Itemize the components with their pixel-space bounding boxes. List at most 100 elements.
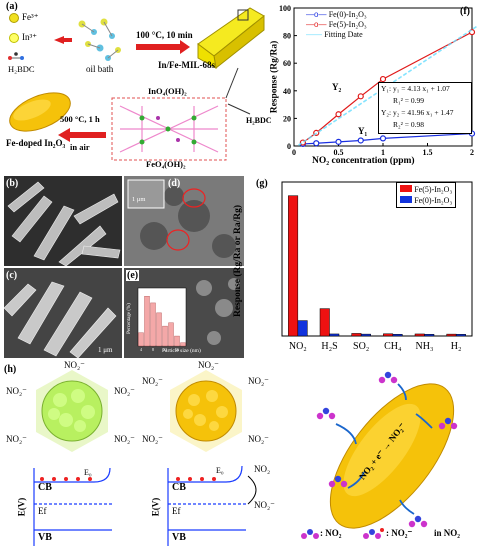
panel-a: (a) Fe³⁺ In³⁺ H₂BDC oil bath 100 °C, 10 … [2, 1, 272, 170]
h2bdc-label: H₂BDC [246, 116, 272, 125]
legend-no2-icon [301, 529, 319, 539]
mof-label: In/Fe-MIL-68s [158, 60, 215, 70]
bar-1 [455, 334, 466, 337]
legend-item-fe0: —o— Fe(0)-In₂O₃ [306, 10, 367, 19]
bdc-pointer-line [227, 103, 251, 115]
no2minus-label-10: NO₂⁻ [248, 434, 269, 444]
bar-0 [383, 333, 394, 337]
vb-label-left: VB [38, 532, 52, 543]
equation-y2: Y₂: y₂ = 41.96 x₁ + 1.47 [381, 108, 454, 117]
r-squared-1: R₁² = 0.99 [393, 96, 424, 105]
panel-g: NO₂ H₂S SO₂ CH₄ NH₃ H₂ (g) Response (Rg/Ra or… [233, 176, 479, 362]
bar-1 [360, 333, 371, 337]
vb-label-middle: VB [172, 532, 186, 543]
crystal-nodes-icon [139, 115, 197, 145]
histogram-bar [138, 332, 144, 347]
panel-e-label: (e) [126, 270, 140, 281]
data-point [379, 135, 387, 142]
x-tick-label: 2 [470, 148, 474, 157]
ef-label-middle: Ef [172, 506, 181, 516]
scale-bar-d: 1 μm [132, 196, 146, 203]
highlight-circle-2 [166, 229, 190, 251]
panel-d-label: (d) [168, 178, 181, 189]
panel-c-label: (c) [6, 270, 18, 281]
x-tick-label: 0 [292, 148, 296, 157]
r-squared-2: R₂² = 0.98 [393, 120, 424, 129]
category-label: H₂S [321, 341, 337, 352]
no2minus-label-3: NO₂⁻ [114, 386, 135, 396]
chart-f-ylabel: Response (Rg/Ra) [269, 40, 280, 114]
sem-b-rods [4, 176, 122, 266]
y-tick-label: 100 [279, 4, 291, 13]
panel-b-sem-image: (b) [4, 176, 122, 266]
step2-condition-air: in air [70, 142, 90, 152]
y-tick-label: 20 [283, 114, 291, 123]
chart-g-frame [281, 181, 473, 337]
bar-0 [446, 333, 457, 337]
highlight-circle-1 [182, 188, 206, 208]
histogram-bar [168, 322, 174, 347]
scale-bar-c: 1 μm [98, 346, 113, 354]
panel-b-label: (b) [6, 178, 19, 189]
panel-a-svg [8, 7, 265, 161]
legend-item-g-fe0: Fe(0)-In₂O₃ [400, 195, 452, 206]
histogram-bar [150, 302, 156, 347]
equation-box: Y₁: y₁ = 4.13 x₁ + 1.07 R₁² = 0.99 Y₂: y… [378, 82, 472, 134]
bar-1 [392, 334, 403, 337]
histogram-bar [174, 335, 180, 347]
data-point [357, 93, 364, 100]
cb-label-middle: CB [172, 482, 186, 493]
step2-condition-temp: 500 °C, 1 h [60, 114, 100, 124]
fe-ion-dot [9, 13, 19, 23]
e0-label-left: E₀ [84, 468, 92, 477]
histogram-bar [180, 342, 186, 347]
flow-arrows [335, 383, 433, 515]
panel-d-tem-image: (d) 1 μm [124, 176, 244, 266]
chart-g-svg: NO₂ H₂S SO₂ CH₄ NH₃ H₂ [281, 181, 473, 352]
category-label: NH₃ [416, 341, 434, 352]
no2minus-label-7: NO₂⁻ [198, 360, 219, 370]
no2minus-label-5: NO₂⁻ [114, 434, 135, 444]
arrow-to-mof [136, 40, 190, 54]
ef-label-left: Ef [38, 506, 47, 516]
arrow-to-product [58, 128, 106, 142]
annotation-y2: Y₂ [332, 82, 342, 92]
y-tick-label: 60 [283, 59, 291, 68]
equation-y1: Y₁: y₁ = 4.13 x₁ + 1.07 [381, 84, 450, 93]
y-tick-label: 0 [287, 142, 291, 151]
histogram-tick-label: 4 [140, 347, 142, 352]
e0-label-middle: E₀ [216, 466, 224, 475]
histogram-e-svg: 4 8 12 16 [124, 268, 244, 358]
bdc-molecule-icon [8, 52, 24, 60]
arrow-to-oil-bath [54, 36, 72, 44]
panel-g-label: (g) [256, 178, 268, 189]
in-ion-label: In³⁺ [22, 32, 37, 42]
no2minus-transfer-label: NO₂⁻ [254, 500, 275, 510]
legend-item-fit: —— Fitting Date [306, 30, 363, 39]
chart-f-xlabel: NO₂ concentration (ppm) [312, 156, 415, 166]
panel-e-tem-image: 4 8 12 16 (e) Percentage (%) Particle size … [124, 268, 244, 358]
cb-label-left: CB [38, 482, 52, 493]
in-ion-dot [9, 33, 19, 43]
panel-f: 0 0.5 1 1.5 2 0 20 40 60 80 100 (f) NO₂ concentrat… [269, 2, 479, 170]
y-tick-label: 40 [283, 87, 291, 96]
category-label: H₂ [451, 341, 462, 352]
fe-ion-label: Fe³⁺ [22, 12, 39, 22]
x-tick-label: 1.5 [423, 148, 433, 157]
bar-0 [288, 195, 299, 337]
no2-gas-label: NO₂ [254, 464, 271, 474]
histogram-e-ylabel: Percentage (%) [126, 303, 132, 334]
data-point [335, 138, 342, 145]
category-label: CH₄ [384, 341, 402, 352]
bar-1 [297, 320, 308, 337]
chart-f-legend: —o— Fe(0)-In₂O₃ —o— Fe(5)-In₂O₃ —— Fitti… [306, 10, 367, 40]
no2minus-label-4: NO₂⁻ [6, 434, 27, 444]
connector-line [225, 67, 239, 99]
chart-g-legend: Fe(5)-In₂O₃ Fe(0)-In₂O₃ [396, 182, 457, 208]
mof-rod-icon [197, 7, 265, 69]
legend-no2minus-icon [363, 528, 384, 539]
panel-a-label: (a) [6, 1, 18, 12]
x-tick-label: 0.5 [334, 148, 344, 157]
ino-label: InO₄(OH)₂ [148, 86, 187, 96]
